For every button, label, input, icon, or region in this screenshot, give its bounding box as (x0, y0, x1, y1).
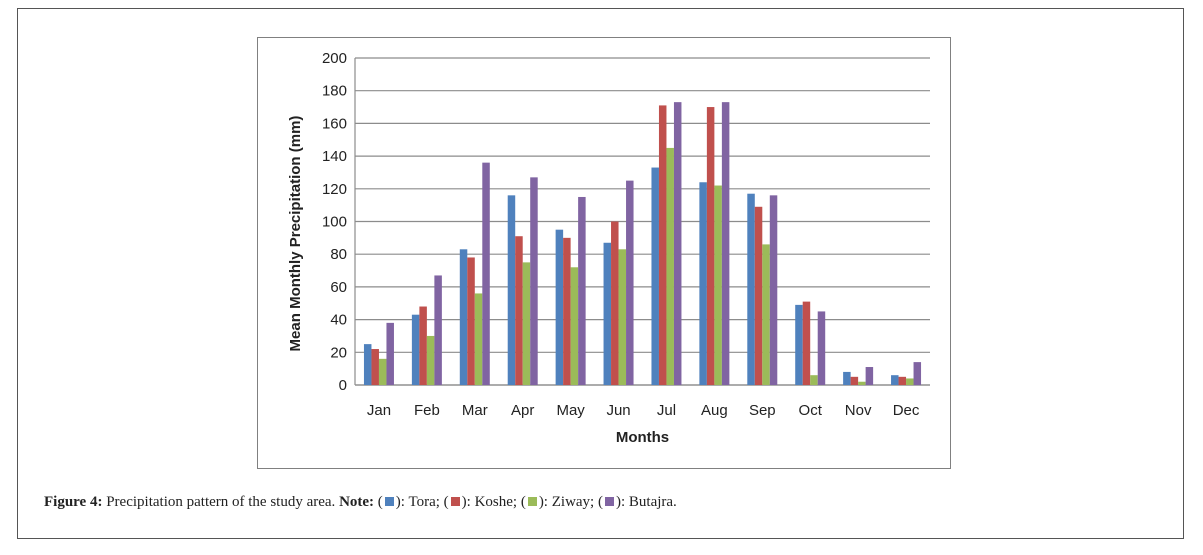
y-tick-label: 120 (322, 181, 347, 198)
bar-tora-feb (411, 314, 420, 385)
legend-separator: ): (615, 494, 629, 510)
y-tick-label: 0 (339, 377, 347, 394)
bar-butajra-jun (626, 180, 634, 385)
bar-koshe-aug (706, 107, 715, 386)
figure-label: Figure 4: (44, 494, 103, 510)
legend-separator: ): (395, 494, 409, 510)
bar-koshe-nov (850, 376, 859, 385)
bar-ziway-jun (618, 249, 627, 385)
bar-butajra-apr (530, 177, 538, 385)
bar-ziway-may (570, 267, 579, 385)
bar-ziway-jan (378, 358, 387, 385)
bar-tora-may (555, 229, 564, 385)
bar-tora-sep (747, 193, 755, 385)
bar-koshe-oct (802, 301, 811, 385)
legend-paren: ( (517, 494, 526, 510)
x-tick-label: Dec (893, 402, 920, 419)
bar-tora-aug (699, 182, 707, 385)
y-tick-label: 40 (330, 312, 347, 329)
bar-tora-jul (651, 167, 659, 385)
note-label: Note: (339, 494, 375, 510)
x-tick-label: May (556, 402, 585, 419)
x-tick-label: Mar (462, 402, 488, 419)
legend-paren: ( (374, 494, 383, 510)
y-tick-label: 20 (330, 344, 347, 361)
bar-butajra-aug (721, 102, 730, 386)
bar-ziway-dec (906, 378, 914, 385)
bar-ziway-oct (810, 375, 818, 385)
x-tick-label: Jun (606, 402, 630, 419)
bar-koshe-jan (371, 349, 379, 385)
x-tick-label: Oct (799, 402, 823, 419)
caption-text: Precipitation pattern of the study area. (102, 494, 340, 510)
bar-ziway-mar (474, 293, 483, 385)
bar-koshe-may (563, 237, 571, 385)
bar-butajra-sep (769, 195, 778, 385)
bar-butajra-nov (865, 367, 874, 385)
bar-tora-nov (843, 371, 851, 385)
y-tick-label: 60 (330, 279, 347, 296)
bar-butajra-feb (434, 275, 442, 385)
figure-caption: Figure 4: Precipitation pattern of the s… (44, 494, 677, 511)
legend-swatch-butajra (604, 497, 614, 506)
x-tick-label: Aug (701, 402, 728, 419)
bar-ziway-nov (858, 381, 866, 385)
legend-entry-tora: Tora; (408, 494, 440, 510)
legend-separator: ): (538, 494, 552, 510)
bar-tora-jan (363, 344, 372, 385)
legend-separator: ): (461, 494, 475, 510)
legend-entry-ziway: Ziway; (551, 494, 595, 510)
bar-butajra-jan (386, 322, 394, 385)
bar-ziway-sep (762, 244, 770, 385)
legend-swatch-ziway (527, 497, 537, 506)
y-tick-label: 100 (322, 214, 347, 231)
bar-ziway-apr (522, 262, 531, 385)
bar-ziway-jul (666, 147, 674, 385)
bar-koshe-feb (419, 306, 427, 385)
legend-entry-koshe: Koshe; (474, 494, 518, 510)
bar-butajra-dec (913, 362, 922, 385)
x-tick-label: Apr (511, 402, 534, 419)
bar-butajra-may (578, 196, 586, 385)
bar-tora-jun (603, 242, 612, 385)
bar-koshe-sep (754, 206, 763, 385)
x-tick-label: Feb (414, 402, 440, 419)
bar-koshe-jul (658, 105, 667, 385)
bar-butajra-jul (673, 102, 682, 386)
bar-tora-dec (891, 375, 899, 385)
y-tick-label: 140 (322, 148, 347, 165)
x-tick-label: Jul (657, 402, 676, 419)
legend-paren: ( (594, 494, 603, 510)
legend-swatch-tora (384, 497, 394, 506)
y-tick-label: 200 (322, 50, 347, 67)
y-tick-label: 180 (322, 83, 347, 100)
bar-koshe-apr (515, 236, 523, 385)
bar-koshe-dec (898, 376, 907, 385)
bar-butajra-mar (482, 162, 490, 385)
bar-ziway-feb (426, 335, 435, 385)
y-tick-label: 160 (322, 115, 347, 132)
legend-entry-butajra: Butajra. (628, 494, 677, 510)
bar-tora-mar (459, 249, 468, 385)
bar-butajra-oct (817, 311, 826, 385)
bar-tora-oct (795, 304, 803, 385)
legend-paren: ( (439, 494, 449, 510)
bar-koshe-mar (467, 257, 475, 385)
bar-ziway-aug (714, 185, 722, 385)
y-axis-title: Mean Monthly Precipitation (mm) (287, 116, 304, 352)
legend-swatch-koshe (450, 497, 460, 506)
x-axis-title: Months (616, 429, 669, 446)
caption-legend: (): Tora; (): Koshe; (): Ziway; (): Buta… (374, 494, 677, 510)
bar-tora-apr (507, 195, 516, 385)
x-tick-label: Sep (749, 402, 776, 419)
bar-koshe-jun (611, 221, 619, 385)
x-tick-label: Jan (367, 402, 391, 419)
x-tick-label: Nov (845, 402, 872, 419)
y-tick-label: 80 (330, 246, 347, 263)
